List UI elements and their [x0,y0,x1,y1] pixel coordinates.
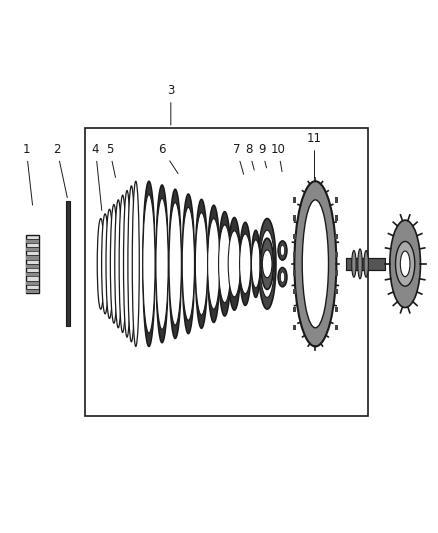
Ellipse shape [195,213,208,315]
Ellipse shape [251,240,260,288]
Bar [335,197,338,203]
Text: 7: 7 [233,143,244,174]
Text: 4: 4 [92,143,102,211]
Ellipse shape [106,209,113,318]
Ellipse shape [208,219,220,309]
Ellipse shape [251,230,260,297]
Bar [293,307,296,312]
Ellipse shape [352,251,356,277]
Ellipse shape [208,205,220,322]
Text: 5: 5 [106,143,116,177]
Ellipse shape [219,212,231,316]
Bar [293,325,296,330]
Text: 2: 2 [53,143,67,198]
Ellipse shape [302,200,328,328]
Bar [335,215,338,221]
Bar [26,289,39,293]
Ellipse shape [132,181,139,346]
Bar [293,215,296,221]
Bar [26,264,39,268]
Ellipse shape [143,181,155,346]
Bar [26,255,39,260]
Bar [335,307,338,312]
Ellipse shape [294,181,336,346]
Bar [346,258,385,270]
Ellipse shape [195,199,208,328]
Ellipse shape [169,189,181,338]
Ellipse shape [182,194,194,334]
Ellipse shape [156,185,168,343]
Bar [85,128,368,416]
Ellipse shape [115,200,122,328]
Ellipse shape [400,251,410,277]
Bar [26,247,39,251]
Ellipse shape [119,195,126,333]
Ellipse shape [128,186,135,342]
Ellipse shape [364,251,368,277]
Bar [293,252,296,257]
Text: 6: 6 [158,143,178,174]
Ellipse shape [156,198,168,329]
Text: 11: 11 [307,132,322,179]
Ellipse shape [97,219,104,309]
Ellipse shape [102,214,109,314]
Ellipse shape [280,272,285,282]
Bar [26,235,39,293]
Ellipse shape [262,250,272,278]
Ellipse shape [219,225,231,303]
Ellipse shape [110,205,117,323]
Ellipse shape [169,203,181,325]
Ellipse shape [396,241,415,286]
Bar [293,197,296,203]
Text: 9: 9 [258,143,266,168]
Bar [293,270,296,276]
Bar [335,252,338,257]
Bar [26,239,39,243]
Ellipse shape [124,190,131,337]
Ellipse shape [228,231,240,297]
Bar [335,288,338,294]
Text: 8: 8 [245,143,254,170]
Ellipse shape [260,230,274,297]
Ellipse shape [143,195,155,333]
Ellipse shape [280,245,285,256]
Text: 3: 3 [167,84,174,125]
Text: 10: 10 [271,143,286,172]
Bar [335,234,338,239]
Ellipse shape [278,268,287,287]
Ellipse shape [278,241,287,260]
Bar [293,234,296,239]
Bar [26,272,39,277]
Bar [293,288,296,294]
Bar [335,325,338,330]
Bar [26,280,39,285]
Ellipse shape [261,238,273,289]
Ellipse shape [228,217,240,310]
Ellipse shape [390,220,420,308]
Ellipse shape [240,222,251,305]
Ellipse shape [258,219,276,309]
Ellipse shape [240,234,251,294]
Ellipse shape [182,207,194,320]
Ellipse shape [358,249,362,279]
Bar [335,270,338,276]
Text: 1: 1 [22,143,32,205]
Bar [66,201,70,326]
